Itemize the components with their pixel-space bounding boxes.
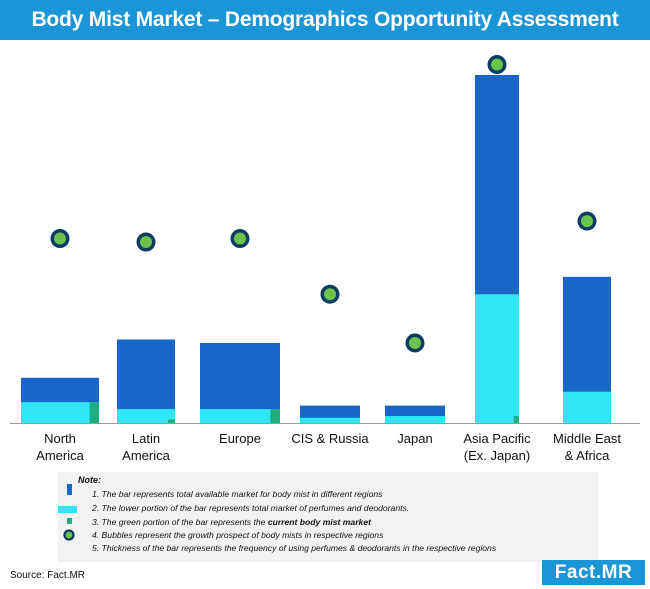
perfume-market-bar: [475, 294, 519, 423]
x-tick-label-line: CIS & Russia: [291, 431, 369, 446]
x-tick-label-line: Europe: [219, 431, 261, 446]
growth-bubble: [409, 336, 421, 349]
bar-chart: [10, 55, 640, 424]
note-2: 2. The lower portion of the bar represen…: [92, 503, 410, 513]
x-tick-label: Japan: [360, 430, 470, 447]
note-1: 1. The bar represents total available ma…: [92, 489, 383, 499]
perfume-market-bar: [200, 409, 280, 423]
chart-title: Body Mist Market – Demographics Opportun…: [31, 8, 619, 31]
title-bar: [0, 0, 650, 40]
notes-legend-icons: [58, 484, 77, 541]
growth-bubble: [491, 58, 503, 71]
x-tick-label: Asia Pacific (Ex. Japan): [442, 430, 552, 464]
notes-title: Note:: [78, 475, 101, 485]
perfume-market-bar: [21, 402, 99, 423]
current-market-legend-icon: [67, 518, 72, 524]
x-tick-label: Europe: [185, 430, 295, 447]
logo-text: Fact: [554, 562, 596, 583]
x-tick-label-line: Asia Pacific: [463, 431, 531, 446]
note-3: 3. The green portion of the bar represen…: [92, 517, 371, 527]
current-market-bar: [89, 402, 99, 423]
note-5: 5. Thickness of the bar represents the f…: [92, 543, 497, 553]
current-market-bar: [168, 419, 175, 423]
notes-box: [58, 472, 598, 562]
x-tick-label-line: Japan: [397, 431, 433, 446]
perfume-market-bar: [385, 416, 445, 423]
x-tick-label-line: Latin: [131, 431, 161, 446]
perfume-market-bar: [300, 417, 360, 423]
x-tick-label-line: & Africa: [564, 448, 610, 463]
note-3-text: 3. The green portion of the bar represen…: [92, 517, 268, 527]
note-3-bold: current body mist market: [267, 517, 371, 527]
growth-bubble: [140, 236, 152, 249]
growth-bubble: [581, 215, 593, 228]
x-tick-label-line: (Ex. Japan): [463, 448, 531, 463]
x-tick-label: Latin America: [91, 430, 201, 464]
perfume-market-bar: [563, 391, 611, 423]
current-market-bar: [513, 416, 519, 423]
factmr-logo: Fact.MR: [542, 560, 645, 585]
current-market-bar: [270, 409, 280, 423]
x-tick-label: North America: [5, 430, 115, 464]
x-tick-label-line: Middle East: [553, 431, 621, 446]
x-tick-label-line: America: [122, 448, 170, 463]
bubble-legend-icon: [63, 529, 75, 541]
x-tick-label-line: North: [44, 431, 76, 446]
x-tick-label-line: America: [36, 448, 84, 463]
perfume-market-legend-icon: [58, 506, 77, 513]
note-4: 4. Bubbles represent the growth prospect…: [92, 530, 384, 540]
logo-suffix: .MR: [595, 562, 633, 583]
x-tick-label: CIS & Russia: [275, 430, 385, 447]
growth-bubble: [234, 232, 246, 245]
x-tick-label: Middle East & Africa: [532, 430, 642, 464]
growth-bubble: [324, 288, 336, 301]
source-text: Source: Fact.MR: [10, 570, 86, 581]
growth-bubble: [54, 232, 66, 245]
perfume-market-bar: [117, 409, 175, 423]
total-market-legend-icon: [67, 484, 72, 495]
